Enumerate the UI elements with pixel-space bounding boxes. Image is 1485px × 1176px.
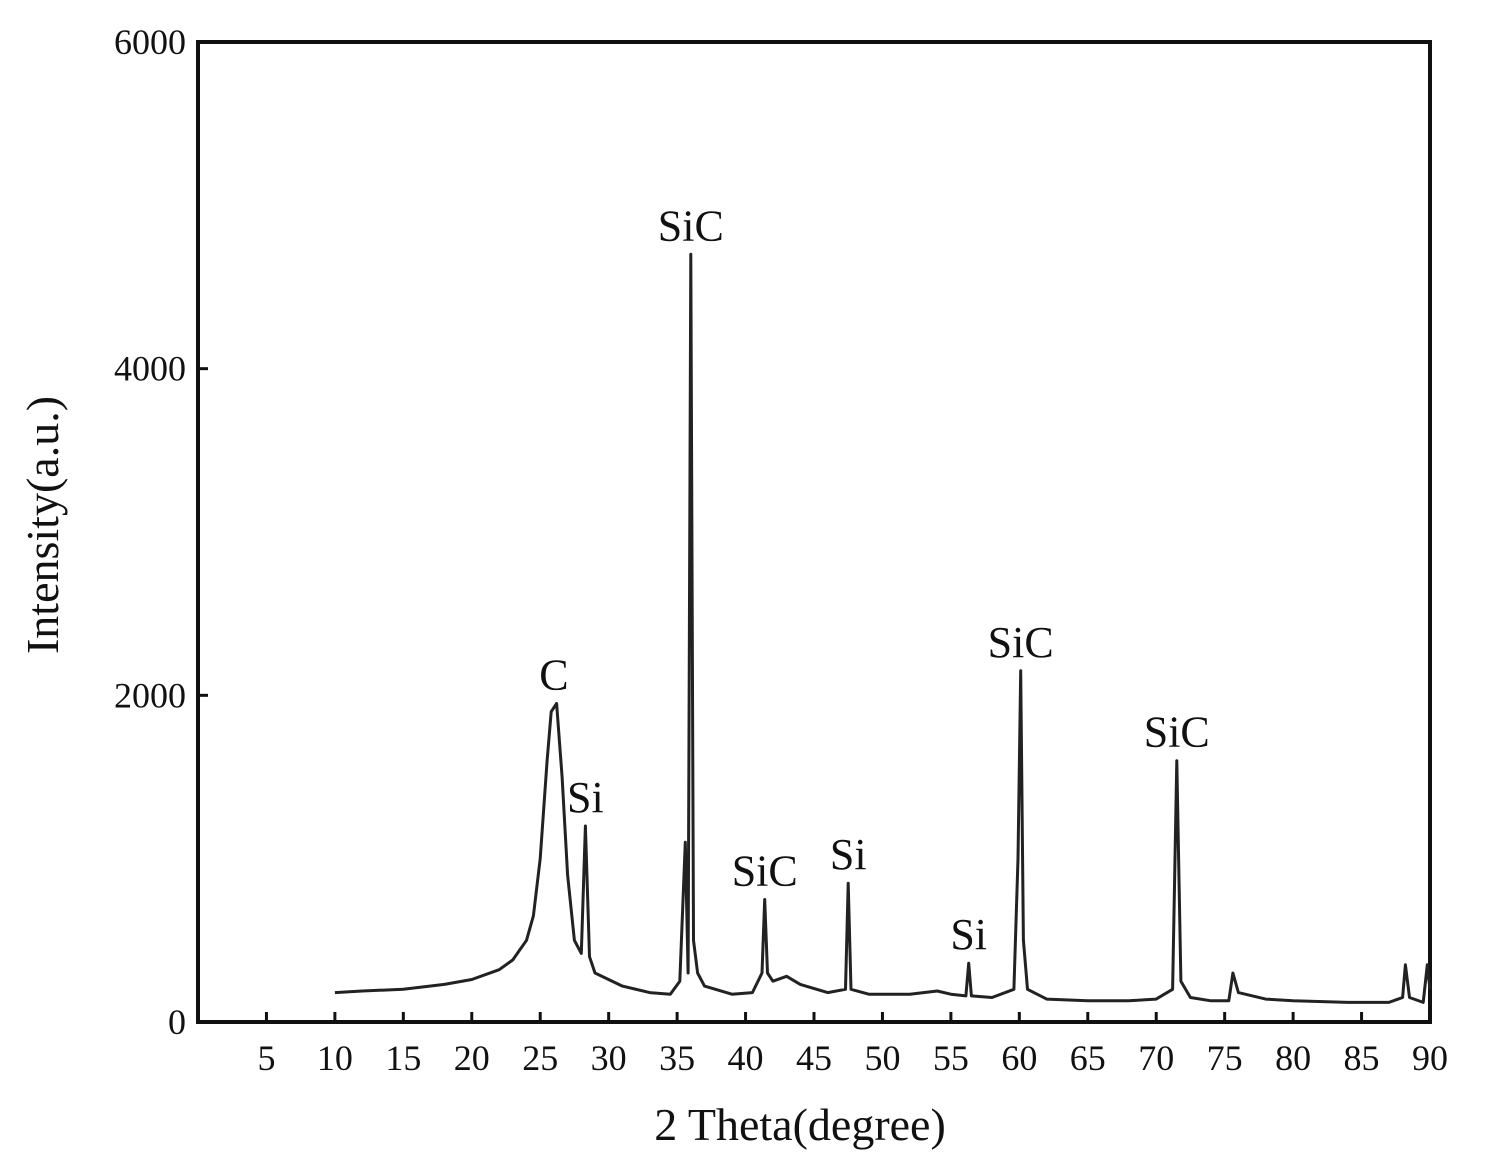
x-tick-label: 70	[1138, 1038, 1174, 1078]
x-tick-label: 20	[454, 1038, 490, 1078]
peak-label: SiC	[732, 847, 798, 896]
x-tick-label: 75	[1207, 1038, 1243, 1078]
peak-label: Si	[830, 830, 867, 879]
plot-frame	[196, 40, 1432, 1024]
y-tick-label: 0	[168, 1002, 186, 1042]
x-tick-label: 85	[1344, 1038, 1380, 1078]
x-tick-label: 60	[1001, 1038, 1037, 1078]
peak-label: C	[539, 651, 568, 700]
x-tick-label: 90	[1412, 1038, 1448, 1078]
x-tick-label: 50	[864, 1038, 900, 1078]
x-tick-label: 10	[317, 1038, 353, 1078]
x-tick-label: 40	[728, 1038, 764, 1078]
peak-label: Si	[950, 910, 987, 959]
x-tick-label: 30	[591, 1038, 627, 1078]
y-tick-label: 2000	[114, 675, 186, 715]
peak-label: SiC	[1144, 708, 1210, 757]
peak-label: Si	[567, 773, 604, 822]
y-tick-label: 4000	[114, 349, 186, 389]
peak-label: SiC	[988, 618, 1054, 667]
x-tick-label: 45	[796, 1038, 832, 1078]
x-tick-label: 55	[933, 1038, 969, 1078]
x-tick-label: 25	[522, 1038, 558, 1078]
peak-label: SiC	[658, 201, 724, 250]
x-axis-label: 2 Theta(degree)	[654, 1099, 946, 1150]
y-tick-label: 6000	[114, 22, 186, 62]
xrd-line	[334, 252, 1432, 1004]
x-tick-label: 15	[385, 1038, 421, 1078]
x-tick-label: 65	[1070, 1038, 1106, 1078]
x-tick-label: 35	[659, 1038, 695, 1078]
y-axis-label: Intensity(a.u.)	[17, 396, 68, 654]
x-tick-label: 80	[1275, 1038, 1311, 1078]
x-tick-label: 5	[257, 1038, 275, 1078]
